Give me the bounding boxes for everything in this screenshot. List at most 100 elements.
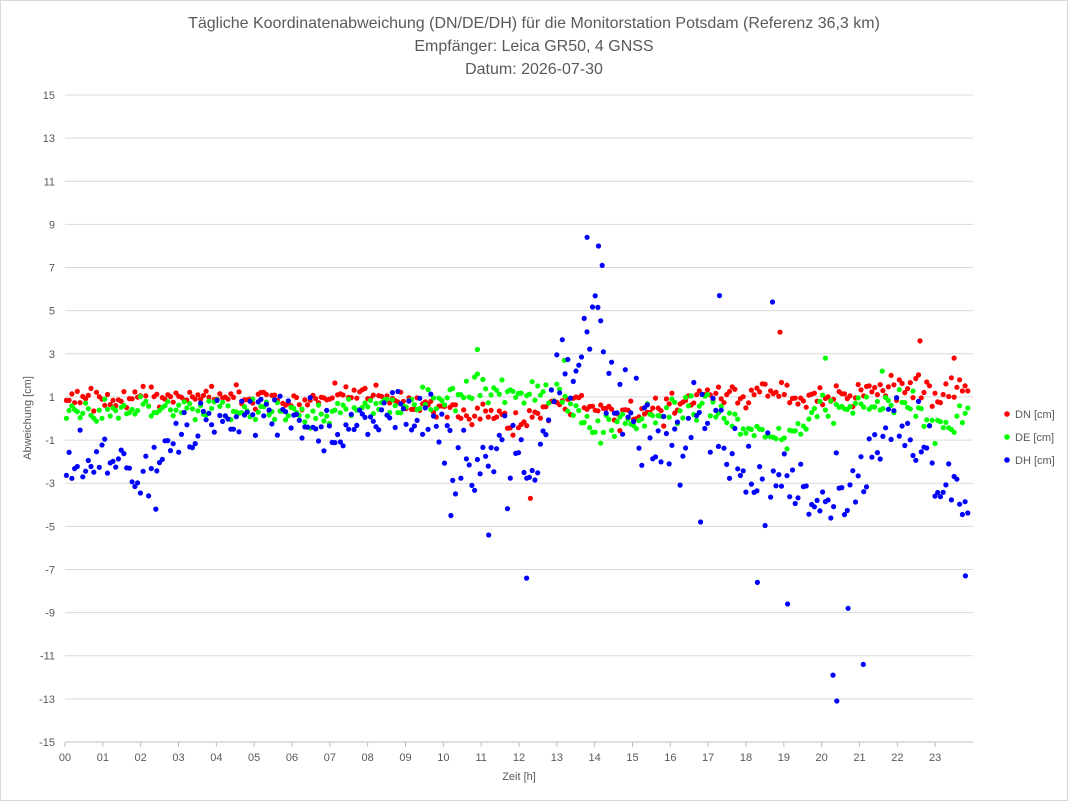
data-point <box>153 506 159 512</box>
data-point <box>63 415 69 421</box>
data-point <box>77 400 83 406</box>
data-point <box>88 385 94 391</box>
data-point <box>91 408 97 414</box>
data-point <box>595 304 601 310</box>
data-point <box>217 403 223 409</box>
data-point <box>173 420 179 426</box>
data-point <box>962 573 969 579</box>
legend-marker <box>1004 434 1010 440</box>
data-point <box>263 401 269 407</box>
data-point <box>600 349 607 355</box>
data-point <box>165 438 171 444</box>
data-point <box>187 389 193 395</box>
data-point <box>915 372 922 378</box>
legend-label: DE [cm] <box>1015 432 1054 444</box>
x-tick-label: 23 <box>929 752 941 764</box>
data-point <box>628 410 634 416</box>
data-point <box>680 415 686 421</box>
x-tick-label: 17 <box>702 752 714 764</box>
data-point <box>469 395 475 401</box>
data-point <box>102 436 108 442</box>
data-point <box>502 413 508 419</box>
data-point <box>340 402 346 408</box>
data-point <box>463 413 469 419</box>
data-point <box>600 429 607 435</box>
data-point <box>230 426 237 432</box>
data-point <box>880 433 886 439</box>
data-point <box>740 426 746 432</box>
data-point <box>428 391 434 397</box>
data-point <box>527 495 534 501</box>
data-point <box>872 432 878 438</box>
data-point <box>965 510 971 516</box>
data-point <box>269 421 275 427</box>
data-point <box>721 445 727 451</box>
data-point <box>365 431 371 437</box>
data-point <box>285 398 291 404</box>
data-point <box>543 382 549 388</box>
data-point <box>220 399 226 405</box>
data-point <box>403 421 409 427</box>
data-point <box>704 420 711 426</box>
data-point <box>151 444 157 450</box>
data-point <box>351 426 357 433</box>
data-point <box>148 413 154 419</box>
data-point <box>348 411 354 417</box>
x-tick-label: 05 <box>248 752 260 764</box>
data-point <box>354 422 360 428</box>
data-point <box>496 408 502 414</box>
data-point <box>529 379 535 385</box>
data-point <box>776 472 782 478</box>
data-point <box>609 427 615 433</box>
data-point <box>817 385 823 391</box>
data-point <box>704 392 711 398</box>
data-point <box>170 441 176 447</box>
y-tick-label: -3 <box>45 478 55 490</box>
data-point <box>499 377 505 383</box>
data-point <box>641 423 648 429</box>
data-point <box>743 489 749 495</box>
data-point <box>491 469 497 475</box>
data-point <box>655 428 661 434</box>
data-point <box>140 468 146 474</box>
data-point <box>828 515 834 521</box>
data-point <box>937 494 944 500</box>
data-point <box>595 408 601 414</box>
data-point <box>765 393 771 399</box>
data-point <box>899 423 905 429</box>
data-point <box>233 382 239 388</box>
data-point <box>378 407 385 413</box>
data-point <box>959 420 966 426</box>
data-point <box>735 466 741 472</box>
y-tick-label: 13 <box>43 133 55 145</box>
data-point <box>674 419 681 425</box>
data-point <box>820 392 826 398</box>
data-point <box>861 489 867 495</box>
data-point <box>748 426 755 432</box>
data-point <box>781 451 787 457</box>
data-point <box>148 384 154 390</box>
data-point <box>488 407 494 413</box>
data-point <box>189 406 195 412</box>
data-point <box>595 243 602 249</box>
data-point <box>203 417 209 423</box>
data-point <box>902 442 908 449</box>
data-point <box>118 398 124 404</box>
data-point <box>302 419 308 425</box>
data-point <box>324 413 330 419</box>
data-point <box>198 396 204 402</box>
data-point <box>187 401 193 407</box>
data-point <box>910 388 916 394</box>
data-point <box>340 392 346 398</box>
data-point <box>488 445 494 451</box>
data-point <box>806 511 812 517</box>
data-point <box>115 415 121 421</box>
data-point <box>483 386 489 392</box>
x-axis-label: Zeit [h] <box>502 771 536 783</box>
data-point <box>96 464 102 470</box>
data-point <box>959 388 966 394</box>
data-point <box>825 497 831 503</box>
data-point <box>354 395 360 401</box>
data-point <box>494 446 500 452</box>
data-point <box>543 432 549 438</box>
